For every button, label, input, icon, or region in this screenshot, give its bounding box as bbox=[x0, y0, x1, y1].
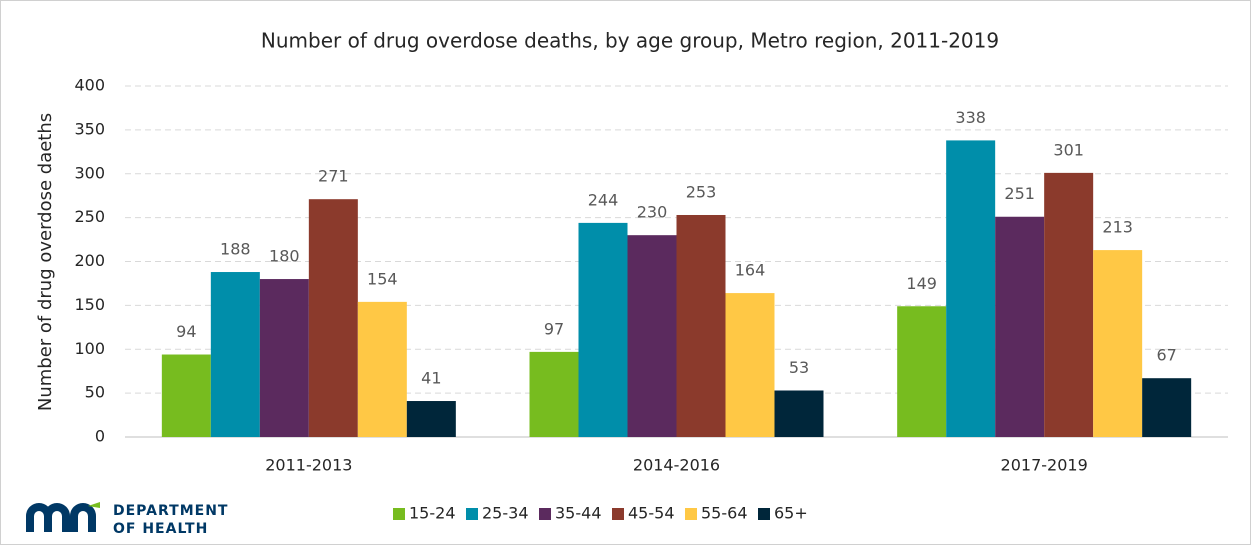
legend-label: 35-44 bbox=[555, 504, 602, 523]
legend-label: 15-24 bbox=[409, 504, 456, 523]
data-label: 244 bbox=[588, 190, 619, 209]
legend-label: 65+ bbox=[774, 504, 808, 523]
y-tick-label: 100 bbox=[74, 339, 105, 358]
legend-swatch bbox=[612, 508, 624, 520]
x-tick-label: 2017-2019 bbox=[1001, 456, 1088, 475]
legend-swatch bbox=[758, 508, 770, 520]
data-label: 67 bbox=[1156, 346, 1176, 365]
bar bbox=[1142, 378, 1192, 437]
logo: DEPARTMENT OF HEALTH bbox=[26, 502, 228, 537]
bar bbox=[210, 272, 260, 437]
data-label: 180 bbox=[269, 247, 300, 266]
x-tick-label: 2014-2016 bbox=[633, 456, 720, 475]
bar bbox=[995, 216, 1045, 437]
legend-swatch bbox=[466, 508, 478, 520]
bar bbox=[774, 390, 824, 437]
y-tick-label: 50 bbox=[85, 383, 105, 402]
legend-swatch bbox=[539, 508, 551, 520]
legend-label: 45-54 bbox=[628, 504, 675, 523]
data-label: 213 bbox=[1102, 218, 1133, 237]
bar bbox=[161, 354, 211, 437]
bar bbox=[259, 279, 309, 437]
bar bbox=[529, 351, 579, 437]
data-label: 188 bbox=[220, 240, 251, 259]
legend-swatch bbox=[393, 508, 405, 520]
legend-label: 55-64 bbox=[701, 504, 748, 523]
data-label: 251 bbox=[1004, 184, 1035, 203]
data-label: 97 bbox=[544, 319, 564, 338]
bar bbox=[578, 222, 628, 437]
y-tick-label: 150 bbox=[74, 295, 105, 314]
y-tick-label: 250 bbox=[74, 207, 105, 226]
logo-text: OF HEALTH bbox=[113, 521, 208, 537]
data-label: 230 bbox=[637, 203, 668, 222]
bar bbox=[946, 140, 996, 437]
data-label: 154 bbox=[367, 269, 398, 288]
y-tick-label: 350 bbox=[74, 119, 105, 138]
bar bbox=[1093, 250, 1143, 437]
data-label: 164 bbox=[735, 261, 766, 280]
data-label: 271 bbox=[318, 167, 349, 186]
data-label: 53 bbox=[789, 358, 809, 377]
data-label: 41 bbox=[421, 369, 441, 388]
y-axis-label: Number of drug overdose daeths bbox=[35, 113, 56, 411]
x-tick-label: 2011-2013 bbox=[265, 456, 352, 475]
y-tick-label: 400 bbox=[74, 76, 105, 95]
y-tick-label: 200 bbox=[74, 251, 105, 270]
bar bbox=[357, 301, 407, 437]
bar bbox=[725, 293, 775, 437]
logo-m bbox=[26, 503, 70, 532]
bar bbox=[1044, 172, 1094, 437]
bar bbox=[627, 235, 677, 437]
bar bbox=[406, 401, 456, 437]
data-label: 149 bbox=[906, 274, 937, 293]
data-label: 301 bbox=[1053, 140, 1084, 159]
data-label: 338 bbox=[955, 108, 986, 127]
logo-leaf bbox=[88, 502, 100, 508]
bar bbox=[308, 199, 358, 437]
data-label: 253 bbox=[686, 182, 717, 201]
logo-n bbox=[70, 503, 96, 532]
logo-text: DEPARTMENT bbox=[113, 503, 228, 519]
bar bbox=[897, 306, 947, 437]
y-tick-label: 0 bbox=[95, 427, 105, 446]
chart-title: Number of drug overdose deaths, by age g… bbox=[261, 29, 999, 53]
y-tick-label: 300 bbox=[74, 163, 105, 182]
bar bbox=[676, 214, 726, 437]
data-label: 94 bbox=[176, 322, 196, 341]
legend-swatch bbox=[685, 508, 697, 520]
legend-label: 25-34 bbox=[482, 504, 529, 523]
